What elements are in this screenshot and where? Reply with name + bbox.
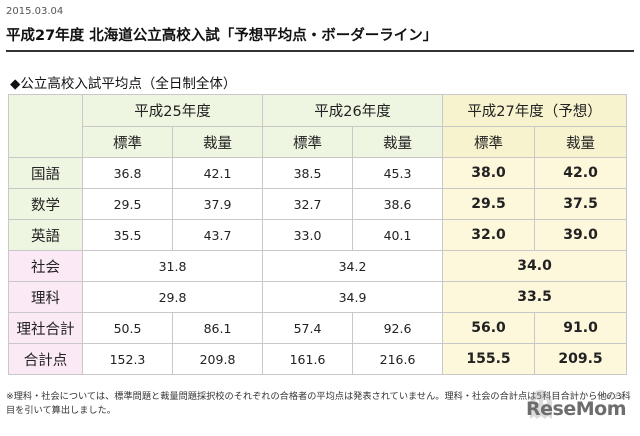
table-cell: 86.1 xyxy=(171,312,264,344)
table-cell: 33.0 xyxy=(262,219,354,251)
table-cell: 31.8 xyxy=(81,250,264,282)
column-header: 裁量 xyxy=(171,126,264,158)
mascot-icon xyxy=(530,390,552,419)
logo-ruby: リセマム xyxy=(597,394,626,401)
score-table: 平成25年度 平成26年度 平成27年度（予想） 標準 裁量 標準 裁量 標準 … xyxy=(8,94,628,375)
table-cell: 57.4 xyxy=(262,312,354,344)
predicted-cell: 209.5 xyxy=(534,343,628,375)
predicted-cell: 42.0 xyxy=(534,157,628,189)
predicted-cell: 39.0 xyxy=(534,219,628,251)
row-label: 国語 xyxy=(8,157,83,189)
row-label: 英語 xyxy=(8,219,83,251)
footnote: ※理科・社会については、標準問題と裁量問題採択校のそれぞれの合格者の平均点は発表… xyxy=(6,391,631,416)
table-cell: 32.7 xyxy=(262,188,354,220)
header-corner xyxy=(8,94,83,158)
table-row-gokeiten: 合計点 152.3 209.8 161.6 216.6 155.5 209.5 xyxy=(8,343,628,375)
table-cell: 42.1 xyxy=(171,157,264,189)
table-row-sugaku: 数学 29.5 37.9 32.7 38.6 29.5 37.5 xyxy=(8,188,628,220)
column-header: 裁量 xyxy=(352,126,444,158)
column-header: 標準 xyxy=(82,126,173,158)
table-cell: 37.9 xyxy=(171,188,264,220)
predicted-cell: 33.5 xyxy=(442,281,628,313)
predicted-cell: 91.0 xyxy=(534,312,628,344)
table-row-rishagokei: 理社合計 50.5 86.1 57.4 92.6 56.0 91.0 xyxy=(8,312,628,344)
table-cell: 50.5 xyxy=(82,312,173,344)
publish-date: 2015.03.04 xyxy=(6,6,64,17)
column-header: 裁量 xyxy=(534,126,628,158)
row-label: 理科 xyxy=(8,281,83,313)
table-cell: 29.5 xyxy=(82,188,173,220)
table-cell: 45.3 xyxy=(352,157,444,189)
predicted-cell: 34.0 xyxy=(442,250,628,282)
table-cell: 38.5 xyxy=(262,157,354,189)
table-cell: 38.6 xyxy=(352,188,444,220)
predicted-cell: 29.5 xyxy=(442,188,536,220)
column-header: 標準 xyxy=(442,126,536,158)
predicted-cell: 38.0 xyxy=(442,157,536,189)
column-header: 標準 xyxy=(262,126,354,158)
row-label: 社会 xyxy=(8,250,83,282)
predicted-cell: 37.5 xyxy=(534,188,628,220)
table-cell: 35.5 xyxy=(82,219,173,251)
row-label: 合計点 xyxy=(8,343,83,375)
row-label: 理社合計 xyxy=(8,312,83,344)
table-row-shakai: 社会 31.8 34.2 34.0 xyxy=(8,250,628,282)
table-cell: 34.2 xyxy=(262,250,444,282)
table-cell: 216.6 xyxy=(352,343,444,375)
table-row-kokugo: 国語 36.8 42.1 38.5 45.3 38.0 42.0 xyxy=(8,157,628,189)
year-header-h27-predicted: 平成27年度（予想） xyxy=(442,94,628,127)
table-cell: 152.3 xyxy=(82,343,173,375)
table-cell: 92.6 xyxy=(352,312,444,344)
table-row-rika: 理科 29.8 34.9 33.5 xyxy=(8,281,628,313)
resemom-logo: ReseMom xyxy=(526,398,626,420)
table-cell: 209.8 xyxy=(171,343,264,375)
table-cell: 161.6 xyxy=(262,343,354,375)
year-header-h25: 平成25年度 xyxy=(81,94,264,127)
year-header-h26: 平成26年度 xyxy=(262,94,444,127)
table-cell: 29.8 xyxy=(81,281,264,313)
predicted-cell: 155.5 xyxy=(442,343,536,375)
predicted-cell: 56.0 xyxy=(442,312,536,344)
table-cell: 43.7 xyxy=(171,219,264,251)
page-title: 平成27年度 北海道公立高校入試「予想平均点・ボーダーライン」 xyxy=(6,28,438,44)
table-caption: ◆公立高校入試平均点（全日制全体） xyxy=(10,76,237,92)
predicted-cell: 32.0 xyxy=(442,219,536,251)
title-divider xyxy=(6,50,634,52)
table-row-eigo: 英語 35.5 43.7 33.0 40.1 32.0 39.0 xyxy=(8,219,628,251)
row-label: 数学 xyxy=(8,188,83,220)
type-header-row: 標準 裁量 標準 裁量 標準 裁量 xyxy=(9,126,628,158)
table-cell: 36.8 xyxy=(82,157,173,189)
table-cell: 40.1 xyxy=(352,219,444,251)
table-cell: 34.9 xyxy=(262,281,444,313)
year-header-row: 平成25年度 平成26年度 平成27年度（予想） xyxy=(8,94,628,158)
